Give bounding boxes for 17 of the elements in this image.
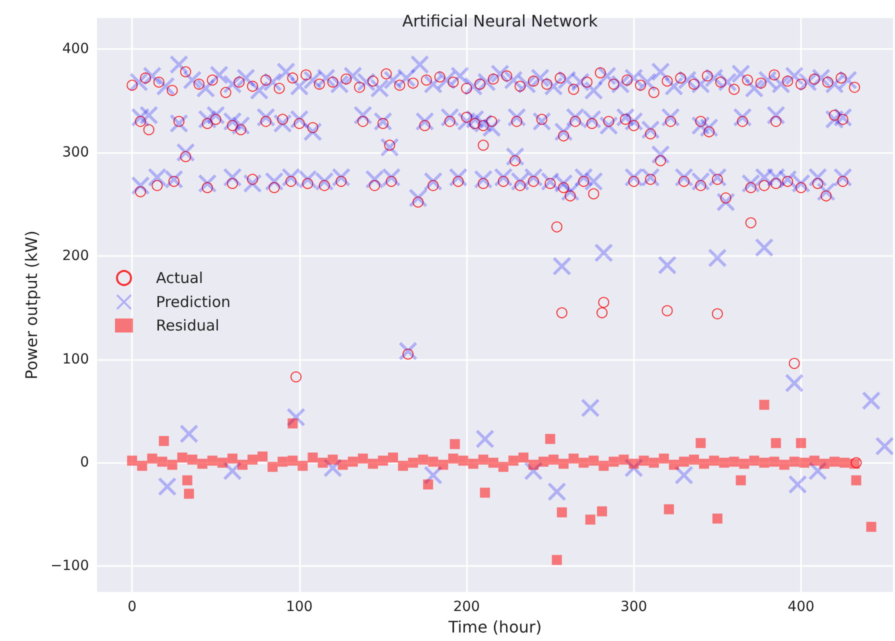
x-axis-title: Time (hour): [447, 617, 542, 636]
x-tick-label: 400: [788, 599, 814, 615]
y-tick-label: 300: [62, 144, 89, 160]
y-tick-label: 0: [80, 454, 89, 471]
y-tick-label: −100: [50, 558, 89, 574]
y-tick-label: 200: [62, 248, 89, 264]
y-tick-label: 100: [62, 351, 89, 368]
x-tick-label: 100: [286, 599, 313, 615]
y-tick-label: 400: [62, 41, 89, 58]
legend-label: Prediction: [156, 293, 231, 311]
legend-label: Residual: [156, 316, 220, 334]
y-axis-title: Power output (kW): [22, 230, 42, 380]
chart-title: Artificial Neural Network: [402, 12, 599, 30]
x-tick-label: 200: [453, 599, 480, 615]
x-tick-label: 300: [620, 599, 648, 615]
legend-label: Actual: [156, 269, 203, 287]
x-tick-label: 0: [128, 599, 137, 615]
